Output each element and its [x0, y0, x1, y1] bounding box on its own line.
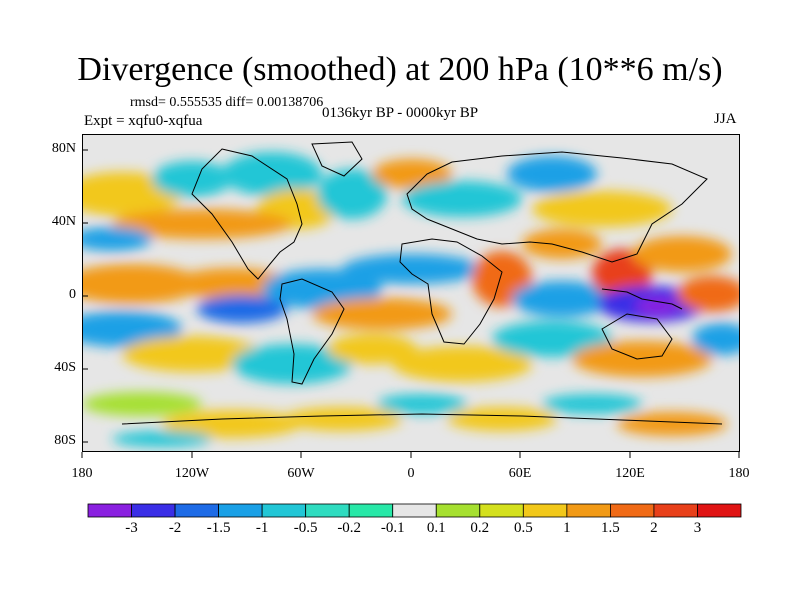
colorbar-label: -1	[255, 520, 269, 536]
colorbar-label: 0.1	[426, 520, 446, 536]
colorbar-swatch	[479, 503, 524, 518]
divergence-map	[82, 134, 740, 452]
lat-tick-80n: 80N	[51, 141, 76, 156]
colorbar-label: -0.1	[380, 520, 405, 536]
axis-ticks	[81, 149, 740, 458]
colorbar-swatch	[610, 503, 655, 518]
colorbar-swatch	[653, 503, 698, 518]
period-label: 0136kyr BP - 0000kyr BP	[322, 105, 479, 121]
colorbar-label: -0.2	[337, 520, 362, 536]
colorbar-swatch	[218, 503, 263, 518]
lat-tick-40n: 40N	[51, 214, 76, 229]
colorbar-swatch	[566, 503, 611, 518]
colorbar-swatch	[87, 503, 132, 518]
divergence-field	[82, 152, 740, 447]
season-label: JJA	[714, 111, 737, 127]
lon-tick-180e: 180	[728, 466, 750, 481]
colorbar-label: 1	[563, 520, 571, 536]
colorbar	[87, 503, 742, 518]
colorbar-swatch	[697, 503, 742, 518]
map-frame	[82, 134, 740, 452]
colorbar-swatch	[392, 503, 437, 518]
lat-tick-80s: 80S	[54, 433, 76, 448]
colorbar-swatch	[348, 503, 394, 518]
lon-tick-60w: 60W	[287, 466, 315, 481]
colorbar-swatch	[261, 503, 307, 518]
colorbar-label: 3	[693, 520, 702, 536]
colorbar-swatch	[435, 503, 481, 518]
colorbar-label: 2	[650, 520, 658, 536]
experiment-label: Expt = xqfu0-xqfua	[84, 113, 203, 129]
lat-tick-40s: 40S	[54, 360, 76, 375]
colorbar-label: 0.5	[513, 520, 533, 536]
stats-line: rmsd= 0.555535 diff= 0.00138706	[130, 95, 324, 110]
colorbar-swatch	[174, 503, 219, 518]
lon-tick-120e: 120E	[615, 466, 645, 481]
lon-tick-0: 0	[407, 466, 415, 481]
colorbar-label: -0.5	[293, 520, 318, 536]
colorbar-label: -2	[168, 520, 182, 536]
lat-tick-0: 0	[69, 287, 76, 302]
colorbar-label: 1.5	[601, 520, 620, 536]
lon-tick-180w: 180	[71, 466, 93, 481]
lon-tick-120w: 120W	[174, 466, 210, 481]
colorbar-swatch	[305, 503, 350, 518]
colorbar-swatch	[131, 503, 176, 518]
colorbar-label: -1.5	[206, 520, 231, 536]
coastlines	[121, 141, 723, 425]
colorbar-label: -3	[125, 520, 138, 536]
lon-tick-60e: 60E	[508, 466, 532, 481]
colorbar-swatch	[522, 503, 568, 518]
colorbar-label: 0.2	[470, 520, 490, 536]
plot-title: Divergence (smoothed) at 200 hPa (10**6 …	[77, 51, 723, 88]
